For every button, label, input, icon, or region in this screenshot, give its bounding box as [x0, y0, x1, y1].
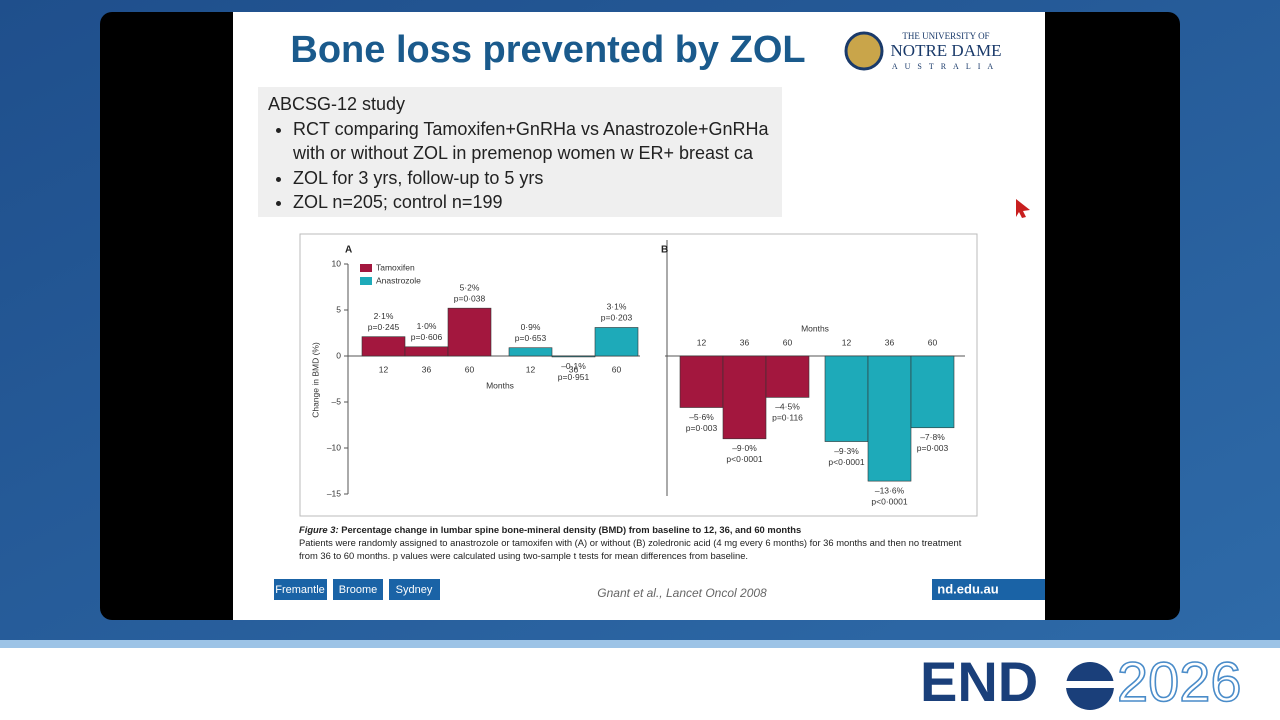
- p-value: p=0·003: [917, 443, 949, 453]
- p-value: p=0·038: [454, 293, 486, 303]
- legend-label: Anastrozole: [376, 275, 421, 285]
- x-tick-label: 12: [379, 364, 389, 374]
- value-label: –9·0%: [732, 443, 757, 453]
- value-label: 5·2%: [460, 282, 480, 292]
- x-tick-label: 12: [526, 364, 536, 374]
- value-label: –7·8%: [920, 432, 945, 442]
- conference-year: 2026: [1117, 650, 1242, 713]
- url-box: [932, 579, 1045, 600]
- y-tick-label: 10: [332, 258, 342, 268]
- p-value: p<0·0001: [871, 496, 907, 506]
- bullet: ZOL n=205; control n=199: [293, 190, 772, 215]
- campus-button[interactable]: [333, 579, 383, 600]
- p-value: p<0·0001: [828, 457, 864, 467]
- p-value: p<0·0001: [726, 454, 762, 464]
- slide-title: Bone loss prevented by ZOL: [290, 29, 805, 71]
- caption-title: Percentage change in lumbar spine bone-m…: [341, 524, 802, 535]
- p-value: p=0·245: [368, 322, 400, 332]
- x-tick-label: 60: [612, 364, 622, 374]
- value-label: –9·3%: [834, 446, 859, 456]
- bar: [910, 355, 955, 429]
- bar: [722, 355, 767, 440]
- bar: [594, 327, 639, 357]
- url: nd.edu.au: [937, 581, 998, 596]
- value-label: –5·6%: [689, 412, 714, 422]
- bullet: ZOL for 3 yrs, follow-up to 5 yrs: [293, 166, 772, 191]
- legend-swatch: [360, 277, 372, 285]
- bar: [679, 355, 724, 408]
- x-tick-label: 36: [885, 337, 895, 347]
- study-bullets: RCT comparing Tamoxifen+GnRHa vs Anastro…: [268, 117, 772, 215]
- bar: [824, 355, 869, 442]
- x-axis-label: Months: [801, 323, 829, 333]
- logo-line: NOTRE DAME: [891, 41, 1002, 60]
- value-label: 3·1%: [607, 302, 627, 312]
- y-tick-label: –10: [327, 442, 341, 452]
- legend-swatch: [360, 264, 372, 272]
- crest: [844, 31, 884, 71]
- panel-letter: A: [345, 245, 352, 256]
- value-label: –4·5%: [775, 402, 800, 412]
- value-label: 1·0%: [417, 321, 437, 331]
- y-axis-label: Change in BMD (%): [310, 342, 320, 418]
- x-tick-label: 36: [422, 364, 432, 374]
- campus-button[interactable]: [389, 579, 440, 600]
- p-value: p=0·951: [558, 372, 590, 382]
- study-box: ABCSG-12 study RCT comparing Tamoxifen+G…: [258, 87, 782, 217]
- y-tick-label: –15: [327, 488, 341, 498]
- bar: [508, 347, 553, 357]
- caption-text: Patients were randomly assigned to anast…: [299, 537, 962, 561]
- p-value: p=0·003: [686, 423, 718, 433]
- campus-label: Fremantle: [275, 584, 325, 596]
- x-tick-label: 36: [569, 364, 579, 374]
- panel-letter: B: [661, 245, 668, 256]
- bar: [404, 346, 449, 357]
- x-tick-label: 36: [740, 337, 750, 347]
- x-tick-label: 60: [783, 337, 793, 347]
- study-heading: ABCSG-12 study: [268, 94, 406, 114]
- value-label: 0·9%: [521, 322, 541, 332]
- campus-button[interactable]: [274, 579, 327, 600]
- campus-label: Broome: [339, 584, 378, 596]
- y-tick-label: 5: [336, 304, 341, 314]
- citation: Gnant et al., Lancet Oncol 2008: [597, 586, 767, 600]
- value-label: –13·6%: [875, 485, 905, 495]
- bar: [765, 355, 810, 398]
- cursor: [1016, 199, 1030, 218]
- caption-label: Figure 3:: [299, 524, 339, 535]
- stripe: [0, 640, 1280, 648]
- y-tick-label: 0: [336, 350, 341, 360]
- p-value: p=0·653: [515, 333, 547, 343]
- p-value: p=0·116: [772, 413, 803, 423]
- bar: [447, 307, 492, 357]
- y-tick-label: –5: [332, 396, 342, 406]
- logo-line: THE UNIVERSITY OF: [902, 31, 989, 41]
- figure-caption: Figure 3: Percentage change in lumbar sp…: [299, 523, 979, 562]
- x-tick-label: 12: [842, 337, 852, 347]
- bar: [361, 336, 406, 357]
- x-axis-label: Months: [486, 380, 514, 390]
- legend-label: Tamoxifen: [376, 262, 415, 272]
- p-value: p=0·606: [411, 332, 443, 342]
- x-tick-label: 12: [697, 337, 707, 347]
- x-tick-label: 60: [465, 364, 475, 374]
- value-label: –0·1%: [561, 361, 586, 371]
- bar: [551, 355, 596, 358]
- bullet: RCT comparing Tamoxifen+GnRHa vs Anastro…: [293, 117, 772, 166]
- campus-label: Sydney: [396, 584, 433, 596]
- conference-globe-band: [1064, 681, 1116, 688]
- logo-line: AUSTRALIA: [892, 62, 1000, 71]
- value-label: 2·1%: [374, 311, 394, 321]
- bar: [867, 355, 912, 482]
- x-tick-label: 60: [928, 337, 938, 347]
- p-value: p=0·203: [601, 313, 633, 323]
- conference-name: END: [920, 650, 1038, 713]
